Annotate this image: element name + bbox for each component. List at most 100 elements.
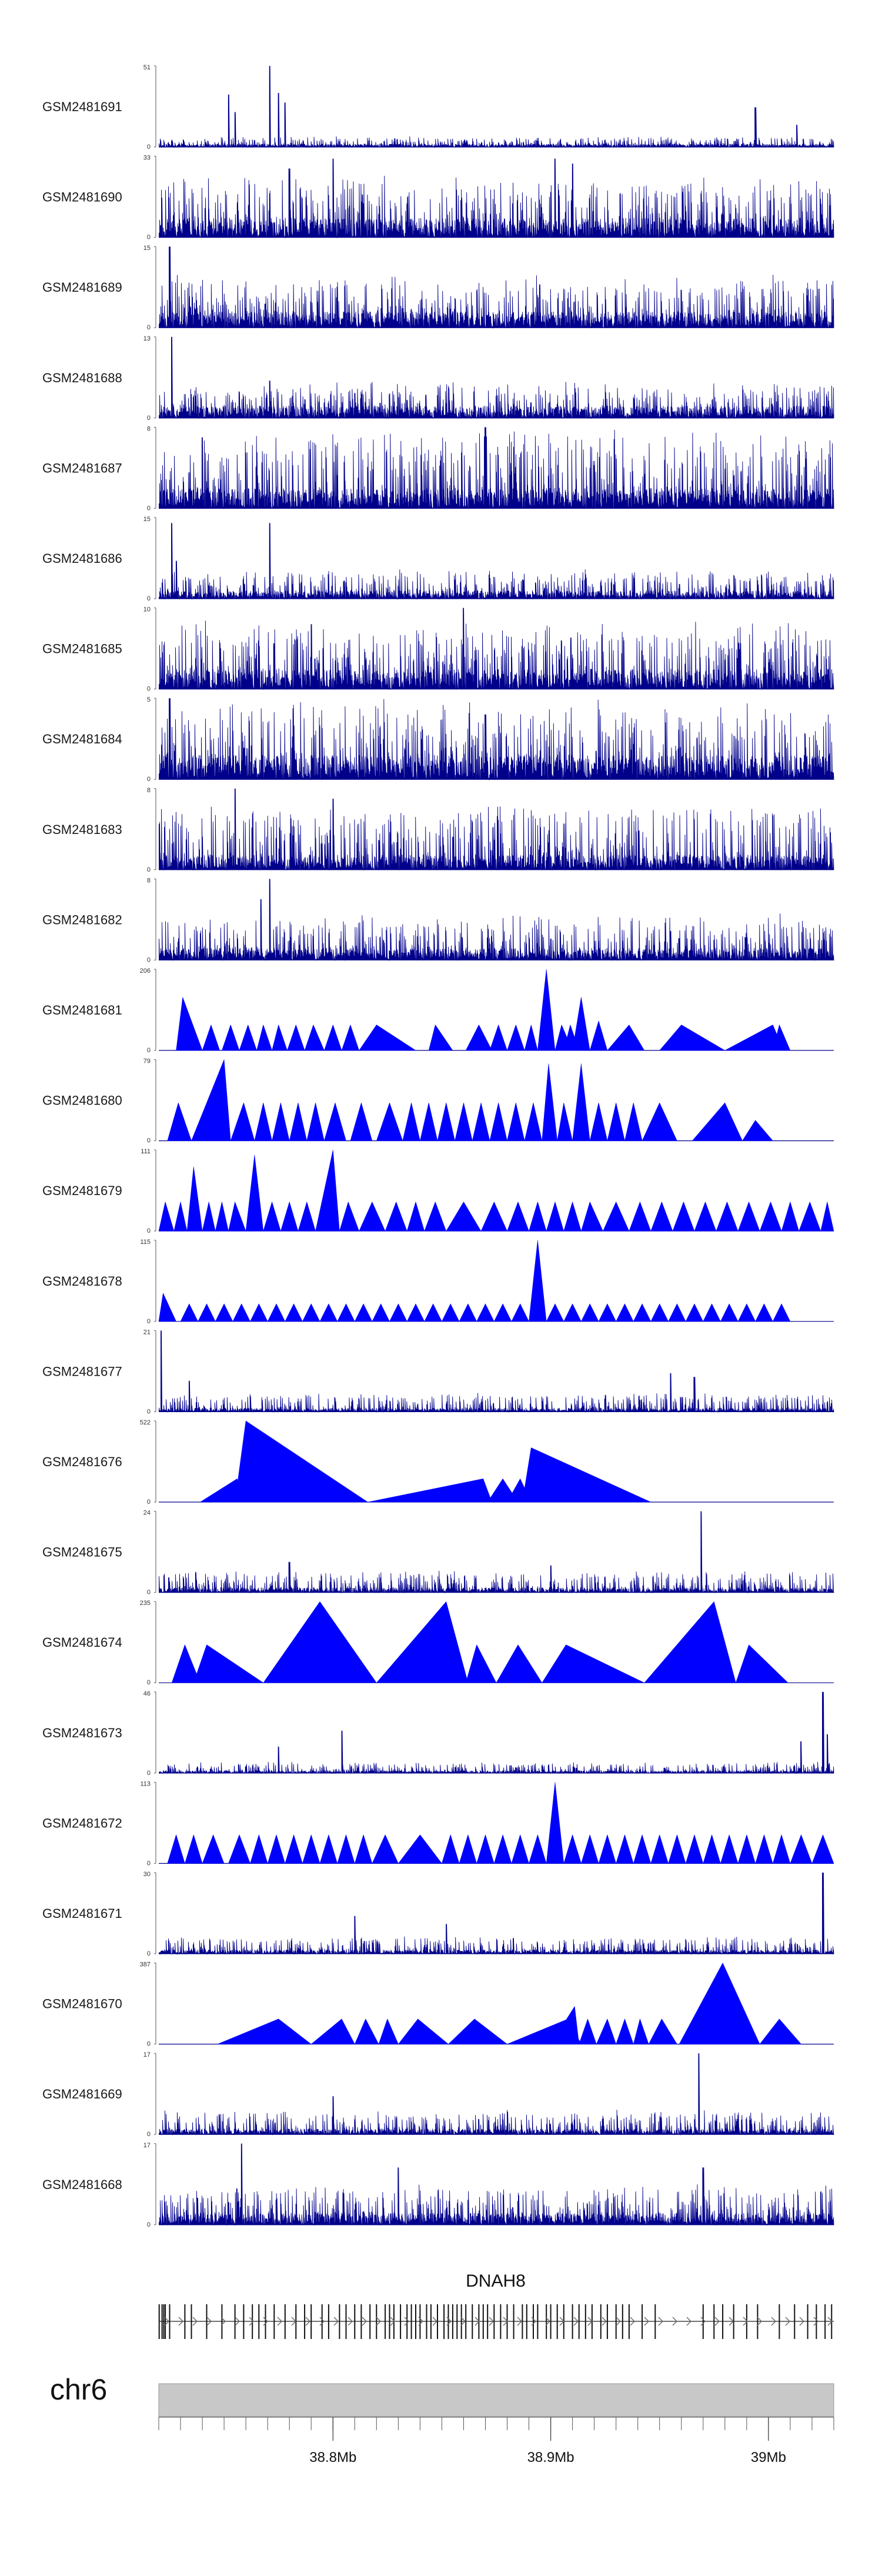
coverage-signal xyxy=(159,1330,834,1413)
track-label: GSM2481683 xyxy=(42,822,122,837)
coverage-peak xyxy=(389,1303,407,1322)
coverage-peak xyxy=(171,1644,201,1683)
coverage-peak xyxy=(542,1063,557,1141)
track-label: GSM2481686 xyxy=(42,551,122,566)
track-label: GSM2481673 xyxy=(42,1726,122,1740)
strand-arrow xyxy=(404,2317,409,2326)
track-ymax-label: 33 xyxy=(143,155,151,162)
strand-arrow xyxy=(235,2317,240,2326)
track-ymin-label: 0 xyxy=(147,1137,151,1144)
coverage-peak xyxy=(202,1024,220,1051)
strand-arrow xyxy=(489,2317,494,2326)
strand-arrow xyxy=(531,2317,536,2326)
track-GSM2481674: GSM2481674 235 0 xyxy=(42,1600,834,1686)
coverage-peak xyxy=(193,1644,264,1683)
coverage-peak xyxy=(672,1201,695,1232)
track-label: GSM2481668 xyxy=(42,2177,122,2192)
strand-arrow xyxy=(446,2317,452,2326)
coverage-peak xyxy=(572,1063,590,1141)
track-ymax-label: 15 xyxy=(143,516,151,523)
coverage-peak xyxy=(350,1102,373,1141)
coverage-peak xyxy=(230,1102,255,1141)
track-ymin-label: 0 xyxy=(147,956,151,963)
coverage-peak xyxy=(319,1834,338,1864)
coverage-peak xyxy=(446,1202,482,1232)
track-ymin-label: 0 xyxy=(147,1589,151,1596)
coverage-peak xyxy=(180,1303,199,1322)
coverage-peak xyxy=(650,1201,673,1232)
track-ymax-label: 206 xyxy=(140,967,151,975)
coverage-peak xyxy=(650,1834,669,1864)
track-GSM2481688: GSM2481688 13 0 xyxy=(42,335,834,422)
gene-name: DNAH8 xyxy=(466,2271,526,2291)
coverage-peak xyxy=(272,1102,290,1141)
strand-arrows xyxy=(164,2317,833,2326)
coverage-peak xyxy=(250,1834,268,1864)
track-ymax-label: 15 xyxy=(143,245,151,252)
track-GSM2481673: GSM2481673 46 0 xyxy=(42,1690,834,1777)
track-ymin-label: 0 xyxy=(147,2221,151,2228)
strand-arrow xyxy=(206,2317,212,2326)
track-ymax-label: 30 xyxy=(143,1871,151,1878)
coverage-peak xyxy=(424,1303,442,1322)
strand-arrow xyxy=(362,2317,367,2326)
track-ymin-label: 0 xyxy=(147,776,151,783)
track-ymax-label: 8 xyxy=(147,425,151,432)
track-label: GSM2481691 xyxy=(42,99,122,114)
coverage-peak xyxy=(755,1834,773,1864)
coverage-peak xyxy=(563,1303,582,1322)
track-GSM2481676: GSM2481676 522 0 xyxy=(42,1419,834,1506)
track-ymin-label: 0 xyxy=(147,2041,151,2048)
coverage-peak xyxy=(589,1020,608,1051)
coverage-peak xyxy=(339,1201,360,1232)
coverage-peak xyxy=(703,1834,721,1864)
track-label: GSM2481682 xyxy=(42,912,122,927)
strand-arrow xyxy=(771,2317,776,2326)
coverage-peak xyxy=(772,1303,791,1322)
strand-arrow xyxy=(743,2317,748,2326)
track-GSM2481687: GSM2481687 8 0 xyxy=(42,425,834,512)
coverage-tracks: GSM2481691510GSM2481690330GSM2481689150G… xyxy=(42,64,834,2228)
coverage-peak xyxy=(285,1303,303,1322)
track-label: GSM2481677 xyxy=(42,1364,122,1379)
coverage-peak xyxy=(173,1202,188,1232)
track-label: GSM2481670 xyxy=(42,1997,122,2011)
coverage-peak xyxy=(337,1303,355,1322)
strand-arrow xyxy=(475,2317,480,2326)
coverage-peak xyxy=(442,1834,460,1864)
coverage-peak xyxy=(616,1834,634,1864)
coverage-peak xyxy=(737,1201,760,1232)
coverage-peak xyxy=(668,1303,686,1322)
coverage-peak xyxy=(376,1102,403,1141)
coverage-peak xyxy=(596,2018,617,2044)
coverage-peak xyxy=(679,1963,760,2044)
coverage-peak xyxy=(406,1201,425,1232)
coverage-peak xyxy=(167,1102,192,1141)
coverage-signal xyxy=(159,2143,834,2226)
track-ymax-label: 17 xyxy=(143,2142,151,2149)
track-label: GSM2481679 xyxy=(42,1183,122,1198)
coverage-peak xyxy=(755,1303,773,1322)
track-ymax-label: 113 xyxy=(140,1780,151,1787)
coverage-peak xyxy=(185,1834,203,1864)
axis-minor-ticks xyxy=(158,2417,834,2430)
track-GSM2481686: GSM2481686 15 0 xyxy=(42,516,834,602)
coverage-peak xyxy=(589,1102,608,1141)
strand-arrow xyxy=(319,2317,325,2326)
track-GSM2481677: GSM2481677 21 0 xyxy=(42,1329,834,1415)
coverage-peak xyxy=(397,1834,442,1864)
coverage-signal xyxy=(159,608,834,690)
coverage-peak xyxy=(372,1834,399,1864)
coverage-signal xyxy=(159,2053,834,2135)
coverage-peak xyxy=(529,1240,547,1322)
track-ymax-label: 24 xyxy=(143,1510,151,1517)
coverage-peak xyxy=(716,1201,739,1232)
coverage-peak xyxy=(324,1102,346,1141)
coverage-peak xyxy=(511,1303,529,1322)
track-ymin-label: 0 xyxy=(147,686,151,693)
strand-arrow xyxy=(573,2317,579,2326)
strand-arrow xyxy=(277,2317,282,2326)
coverage-peak xyxy=(289,1102,308,1141)
coverage-peak xyxy=(359,1025,416,1051)
